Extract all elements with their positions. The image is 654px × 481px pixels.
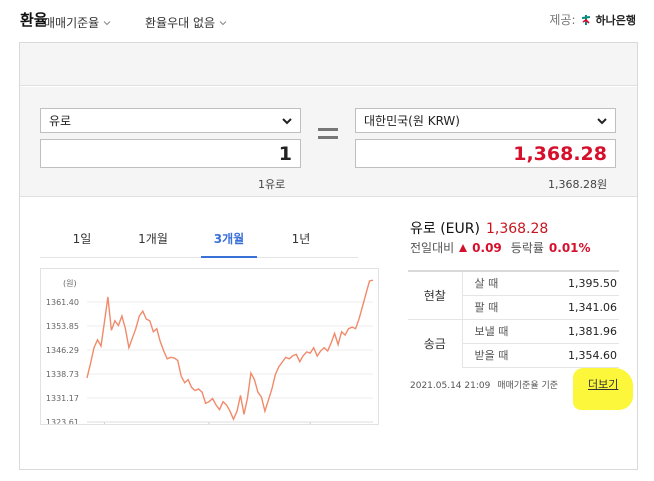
provider-name: 하나은행 bbox=[595, 13, 636, 27]
timestamp: 2021.05.14 21:09 bbox=[410, 381, 491, 391]
preference-dropdown[interactable]: 환율우대 없음 bbox=[145, 14, 227, 31]
from-currency-select[interactable]: 유로 bbox=[40, 108, 301, 133]
row-label: 살 때 bbox=[462, 270, 537, 295]
tab-1y[interactable]: 1년 bbox=[291, 232, 311, 246]
row-value: 1,341.06 bbox=[536, 294, 619, 319]
exchange-panel bbox=[19, 42, 638, 470]
period-tabs: 1일 1개월 3개월 1년 bbox=[40, 226, 358, 258]
rate-type-dropdown[interactable]: 매매기준율 bbox=[44, 14, 111, 31]
from-amount-input[interactable]: 1 bbox=[40, 139, 301, 168]
preference-label: 환율우대 없음 bbox=[145, 16, 216, 30]
to-currency-select[interactable]: 대한민국(원 KRW) bbox=[355, 108, 616, 133]
yellow-highlight bbox=[573, 368, 633, 410]
y-tick-label: 1338.73 bbox=[46, 370, 79, 379]
chevron-down-icon bbox=[103, 20, 111, 25]
options-bar bbox=[20, 43, 637, 86]
group-cash: 현찰 bbox=[408, 270, 463, 319]
rate-chart: (원) 1361.40 1353.85 1346.29 1338.73 1331.17 13… bbox=[40, 268, 379, 437]
row-label: 보낼 때 bbox=[462, 318, 537, 343]
row-value: 1,395.50 bbox=[536, 270, 619, 295]
page-title: 환율 bbox=[20, 11, 48, 29]
row-value: 1,354.60 bbox=[536, 342, 619, 368]
series-line bbox=[86, 279, 374, 421]
summary-rate: 1,368.28 bbox=[485, 221, 549, 237]
rate-chart-svg: (원) 1361.40 1353.85 1346.29 1338.73 1331.17 13… bbox=[46, 279, 374, 437]
caret-down-icon bbox=[282, 117, 292, 124]
tab-3m[interactable]: 3개월 bbox=[213, 232, 245, 246]
active-tab-indicator bbox=[201, 256, 257, 258]
row-label: 받을 때 bbox=[462, 342, 537, 368]
more-link[interactable]: 더보기 bbox=[588, 378, 619, 391]
to-caption: 1,368.28원 bbox=[548, 178, 608, 191]
table-row: 송금 보낼 때 1,381.96 bbox=[408, 318, 619, 367]
tab-1d[interactable]: 1일 bbox=[72, 232, 92, 246]
provider-credit: 제공: 하나은행 bbox=[549, 11, 636, 28]
change-value: 0.09 bbox=[472, 240, 502, 255]
y-axis-unit: (원) bbox=[63, 279, 77, 288]
y-tick-label: 1323.61 bbox=[46, 418, 79, 424]
from-caption: 1유로 bbox=[258, 178, 286, 191]
chevron-down-icon bbox=[219, 20, 227, 25]
rate-type-label: 매매기준율 bbox=[44, 16, 100, 30]
tab-1m[interactable]: 1개월 bbox=[138, 232, 168, 246]
to-currency-value: 대한민국(원 KRW) bbox=[364, 114, 460, 128]
change-label: 전일대비 bbox=[410, 241, 455, 255]
to-amount-input[interactable]: 1,368.28 bbox=[355, 139, 616, 168]
ratio-value: 0.01% bbox=[548, 240, 591, 255]
basis-label: 매매기준율 기준 bbox=[497, 381, 559, 391]
y-tick-label: 1361.40 bbox=[46, 298, 79, 307]
equals-icon bbox=[318, 128, 338, 144]
from-currency-value: 유로 bbox=[49, 114, 72, 128]
group-remit: 송금 bbox=[408, 318, 463, 367]
row-value: 1,381.96 bbox=[536, 318, 619, 343]
ratio-label: 등락률 bbox=[510, 241, 544, 255]
table-row: 받을 때 1,354.60 bbox=[408, 342, 619, 368]
table-row: 팔 때 1,341.06 bbox=[408, 294, 619, 319]
y-tick-label: 1346.29 bbox=[46, 346, 79, 355]
bank-logo-icon bbox=[581, 14, 590, 25]
rate-summary: 유로 (EUR) 1,368.28 bbox=[410, 218, 548, 238]
row-label: 팔 때 bbox=[462, 294, 537, 319]
provider-label: 제공: bbox=[549, 13, 576, 27]
y-tick-label: 1331.17 bbox=[46, 394, 79, 403]
y-tick-label: 1353.85 bbox=[46, 322, 79, 331]
rate-change: 전일대비 0.09 등락률 0.01% bbox=[410, 239, 591, 256]
summary-currency: 유로 (EUR) bbox=[410, 221, 480, 237]
caret-down-icon bbox=[597, 117, 607, 124]
rate-timestamp: 2021.05.14 21:09 매매기준율 기준 bbox=[410, 378, 558, 391]
rates-table: 현찰 살 때 1,395.50 팔 때 1,341.06 송금 보낼 때 1,3… bbox=[408, 270, 619, 368]
table-row: 현찰 살 때 1,395.50 bbox=[408, 270, 619, 319]
up-triangle-icon bbox=[459, 243, 468, 252]
